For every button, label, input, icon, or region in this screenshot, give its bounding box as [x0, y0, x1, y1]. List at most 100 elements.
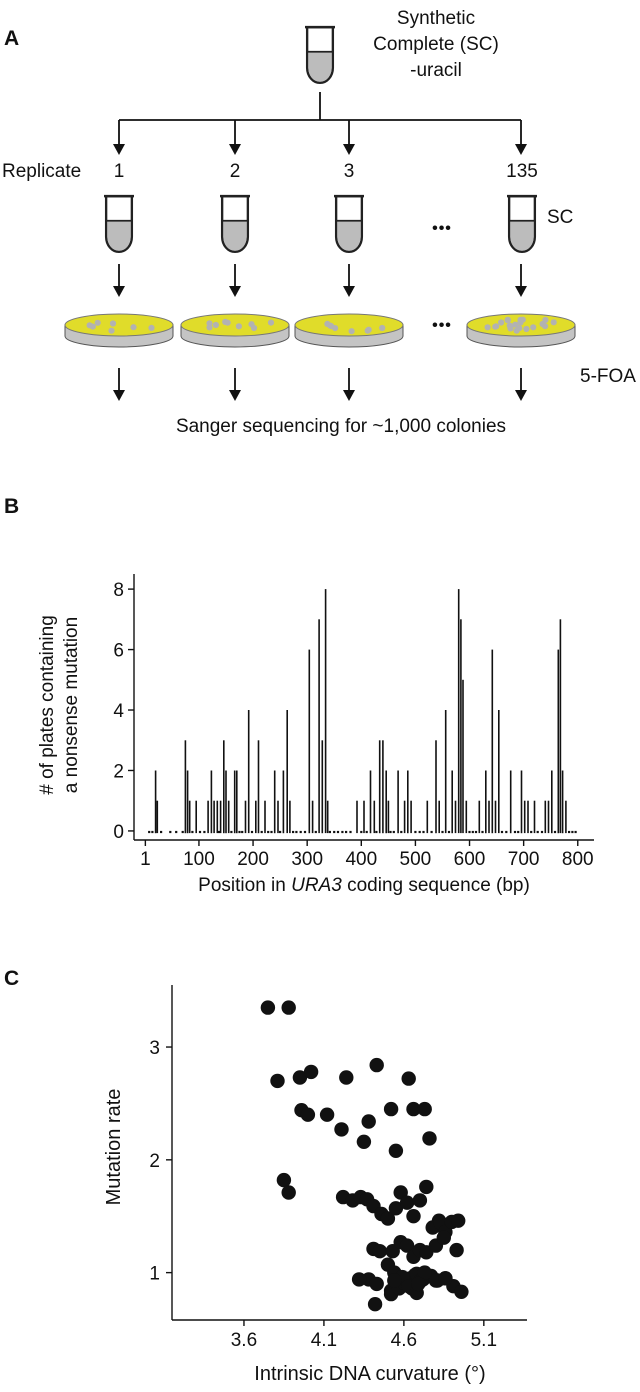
mutation-bar: [225, 770, 227, 834]
mutation-bar: [571, 830, 574, 834]
replicate-tube-135: [507, 194, 537, 254]
chart-b-xlabel-gene: URA3: [291, 875, 342, 896]
mutation-bar: [223, 740, 225, 834]
mutation-bar: [217, 830, 221, 834]
chart-b-ytick-label: 2: [113, 761, 124, 782]
chart-c-ytick-label: 3: [149, 1038, 160, 1059]
colony: [512, 321, 519, 328]
mutation-bar: [241, 830, 244, 834]
mutation-bar: [326, 800, 329, 834]
scatter-point: [339, 1070, 354, 1085]
source-label-line2: Complete (SC): [373, 34, 499, 55]
mutation-bar: [244, 800, 247, 834]
mutation-bar: [191, 830, 194, 834]
agar-plate: [466, 313, 576, 348]
chart-b-xtick-label: 700: [508, 849, 540, 870]
mutation-bar: [286, 710, 288, 834]
mutation-bar: [154, 770, 157, 834]
replicate-number-135: 135: [506, 161, 538, 182]
scatter-point: [369, 1276, 384, 1292]
scatter-point: [387, 1273, 402, 1288]
distribution-arrowheads: [113, 144, 527, 155]
sc-medium-label: SC: [547, 207, 573, 228]
scatter-point: [412, 1193, 428, 1208]
scatter-point: [436, 1230, 451, 1245]
chart-b-xtick-label: 500: [400, 849, 432, 870]
mutation-bar: [227, 800, 230, 834]
mutation-bar: [238, 830, 241, 834]
mutation-bar: [203, 830, 206, 834]
mutation-bar: [188, 800, 191, 834]
replicate-prefix: Replicate: [2, 161, 81, 182]
mutation-bar: [520, 770, 523, 834]
mutation-bar: [447, 830, 451, 834]
mutation-bar: [324, 589, 327, 834]
mutation-bar: [250, 830, 254, 834]
mutation-bar: [333, 830, 336, 834]
nonsense-mutation-chart: 0 2 4 6 8 1 100 200 300 400 500 600 700 800 # of plat…: [37, 574, 594, 896]
colony: [365, 326, 372, 333]
mutation-bar: [418, 830, 421, 834]
mutation-bar: [233, 770, 236, 834]
chart-c-ytick-label: 2: [149, 1151, 160, 1172]
colony: [332, 325, 339, 332]
agar-plate: [64, 313, 174, 348]
mutation-bar: [536, 830, 539, 834]
mutation-bar: [553, 830, 557, 834]
mutation-bar: [460, 619, 462, 834]
replicate-number-3: 3: [344, 161, 355, 182]
colony: [212, 321, 219, 329]
chart-b-xtick-label: 300: [291, 849, 323, 870]
colony: [550, 319, 557, 326]
mutation-bar: [375, 830, 378, 834]
plate-agar: [294, 313, 404, 337]
colony: [542, 316, 549, 324]
mutation-bar: [544, 800, 547, 834]
scatter-point: [422, 1131, 437, 1146]
chart-b-xlabel-prefix: Position in: [198, 875, 291, 896]
mutation-bar: [400, 830, 403, 834]
scatter-point: [300, 1107, 316, 1122]
scatter-point: [369, 1057, 384, 1073]
mutation-bar: [255, 800, 257, 834]
chart-b-ylabel-line1: # of plates containing: [37, 615, 58, 795]
chart-b-xlabel: Position in URA3 coding sequence (bp): [198, 875, 530, 896]
mutation-bar: [236, 770, 238, 834]
scatter-point: [372, 1244, 388, 1259]
scatter-point: [383, 1101, 399, 1117]
mutation-bar: [481, 830, 484, 834]
chart-c-ylabel: Mutation rate: [103, 1089, 125, 1206]
mutation-bar: [369, 770, 372, 834]
mutation-bar: [451, 770, 453, 834]
colony: [348, 328, 355, 335]
mutation-bar: [363, 800, 365, 834]
mutation-bar: [561, 770, 564, 834]
scatter-point: [281, 1185, 296, 1200]
panel-b-letter: B: [4, 495, 19, 518]
colony: [498, 319, 505, 326]
mutation-bar: [175, 830, 178, 834]
plate-agar: [64, 313, 174, 337]
mutation-bar: [574, 830, 577, 834]
mutation-bar: [260, 830, 263, 834]
scatter-point: [454, 1284, 469, 1300]
scatter-point: [334, 1122, 349, 1137]
colony: [248, 321, 255, 328]
mutation-bar: [407, 770, 409, 834]
mutation-bar: [530, 830, 533, 834]
colony: [484, 324, 491, 331]
chart-b-xtick-label: 800: [562, 849, 594, 870]
mutation-bar: [264, 800, 266, 834]
mutation-bar: [494, 800, 497, 834]
mutation-bar: [392, 830, 395, 834]
mutation-bar: [289, 800, 291, 834]
mutation-bar: [435, 740, 437, 834]
mutation-bar: [462, 679, 464, 834]
distribution-lines: [118, 92, 522, 152]
mutation-bar: [198, 830, 202, 834]
colony: [493, 323, 500, 330]
chart-b-bars: [148, 589, 577, 834]
replicate-number-2: 2: [230, 161, 241, 182]
mutation-bar: [299, 830, 302, 834]
scatter-point: [356, 1134, 372, 1150]
